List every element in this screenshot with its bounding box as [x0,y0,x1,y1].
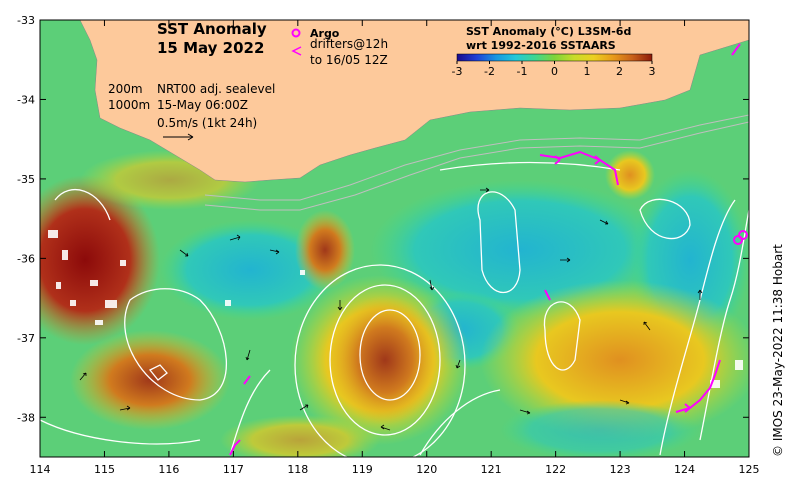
drifter-legend-icon [291,46,302,56]
x-tick-label: 119 [352,463,373,476]
colorbar [456,53,653,62]
drifter-tracks [229,43,741,456]
current-vectors [79,187,703,431]
colorbar-tick-label: 3 [649,65,656,78]
y-axis: -33-34-35-36-37-38 [17,14,749,424]
argo-legend-label: Argo [310,27,340,40]
x-tick-label: 124 [674,463,695,476]
sealevel-contours [40,161,749,457]
x-tick-label: 115 [94,463,115,476]
y-tick-label: -34 [17,93,35,106]
colorbar-title-line1: SST Anomaly (°C) L3SM-6d [466,25,631,38]
colorbar-tick-label: 2 [616,65,623,78]
scale-arrow-icon [163,133,194,141]
colorbar-tick-label: -3 [452,65,463,78]
x-tick-label: 125 [739,463,760,476]
drifter-legend-label: drifters@12h [310,37,388,51]
colorbar-tick-label: -1 [517,65,528,78]
sealevel-label: NRT00 adj. sealevel [157,82,275,96]
credit-text: © IMOS 23-May-2022 11:38 Hobart [771,244,785,457]
x-tick-label: 122 [545,463,566,476]
x-tick-label: 118 [287,463,308,476]
y-tick-label: -37 [17,332,35,345]
argo-floats [733,230,748,245]
x-tick-label: 123 [610,463,631,476]
colorbar-ticks: -3 -2 -1 0 1 2 3 [452,61,656,78]
map-title-line2: 15 May 2022 [157,39,264,57]
depth-1000-label: 1000m [108,98,150,112]
bathymetry-lines [204,114,749,211]
colorbar-tick-label: 1 [584,65,591,78]
y-tick-label: -36 [17,252,35,265]
colorbar-title-line2: wrt 1992-2016 SSTAARS [466,39,616,52]
time-label: 15-May 06:00Z [157,98,248,112]
drifter-legend-time: to 16/05 12Z [310,53,388,67]
x-tick-label: 114 [30,463,51,476]
x-axis: 114 115 116 117 118 119 120 121 122 123 124 125 [30,20,760,476]
y-tick-label: -33 [17,14,35,27]
colorbar-tick-label: -2 [484,65,495,78]
x-tick-label: 116 [158,463,179,476]
y-tick-label: -35 [17,173,35,186]
x-tick-label: 121 [481,463,502,476]
colorbar-tick-label: 0 [551,65,558,78]
argo-legend-icon [291,28,301,38]
y-tick-label: -38 [17,411,35,424]
x-tick-label: 117 [223,463,244,476]
plot-frame [39,19,750,458]
scale-label: 0.5m/s (1kt 24h) [157,116,257,130]
x-tick-label: 120 [416,463,437,476]
depth-200-label: 200m [108,82,143,96]
map-title-line1: SST Anomaly [157,20,267,38]
